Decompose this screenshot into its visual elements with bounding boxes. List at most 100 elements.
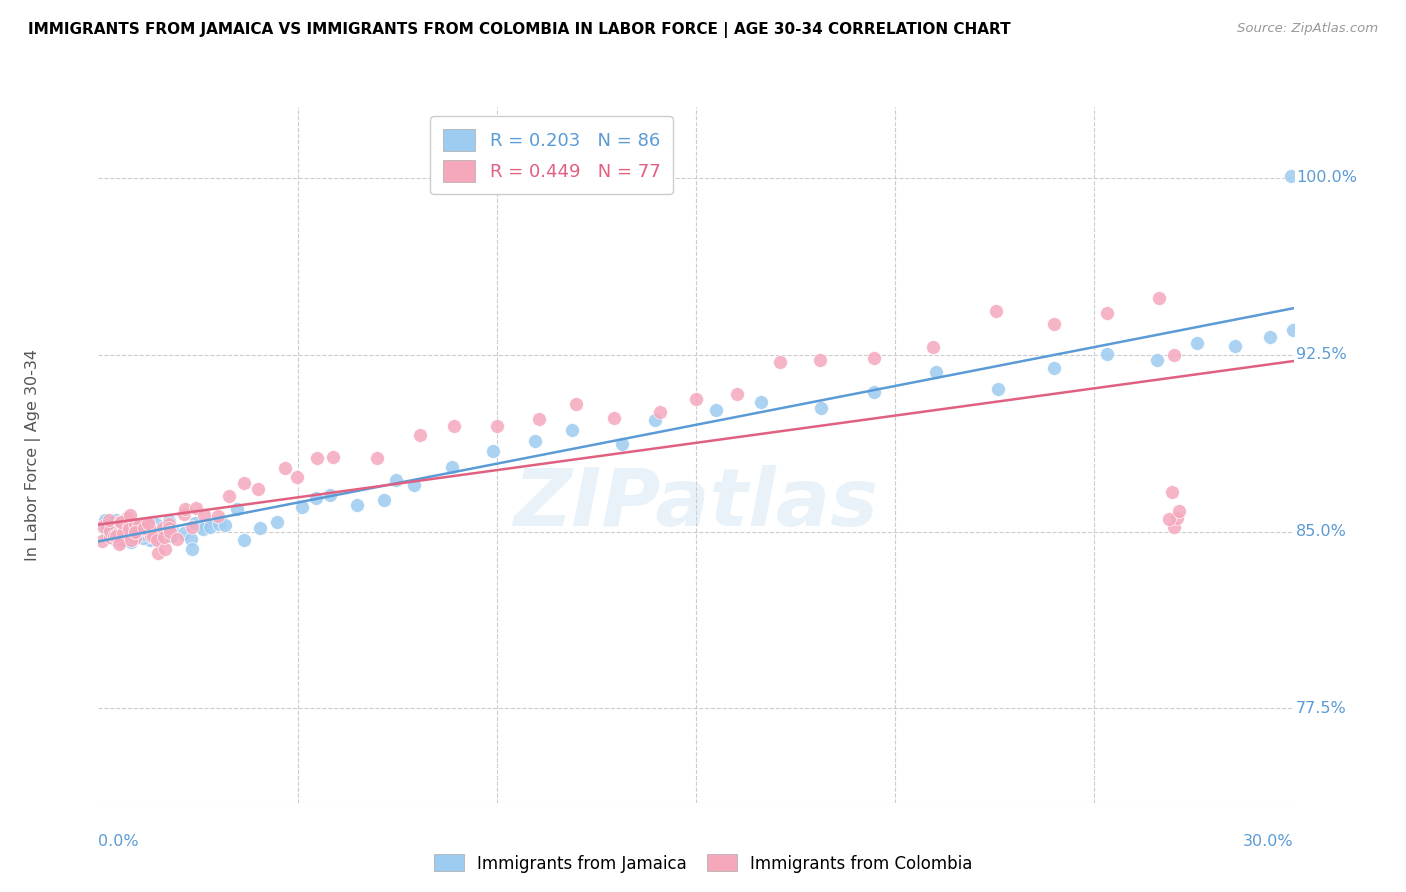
Point: [810, 401, 832, 416]
Point: [153, 526, 176, 541]
Point: [127, 522, 149, 536]
Point: [157, 523, 180, 537]
Point: [808, 352, 831, 367]
Point: [184, 501, 207, 516]
Point: [159, 525, 181, 540]
Point: [207, 508, 229, 523]
Point: [529, 412, 551, 426]
Point: [1163, 348, 1185, 362]
Point: [121, 529, 143, 543]
Point: [110, 523, 132, 537]
Point: [118, 519, 141, 533]
Point: [139, 533, 162, 548]
Point: [110, 535, 132, 549]
Point: [98, 513, 121, 527]
Point: [134, 518, 156, 533]
Point: [153, 530, 176, 544]
Point: [128, 517, 150, 532]
Point: [124, 521, 146, 535]
Point: [142, 527, 165, 541]
Point: [124, 524, 146, 539]
Point: [156, 526, 179, 541]
Point: [173, 525, 195, 540]
Point: [208, 517, 231, 532]
Point: [181, 520, 204, 534]
Point: [181, 542, 204, 557]
Point: [191, 522, 214, 536]
Point: [441, 459, 464, 474]
Point: [145, 516, 167, 531]
Point: [1225, 339, 1247, 353]
Point: [112, 522, 135, 536]
Point: [108, 516, 131, 530]
Point: [247, 482, 270, 496]
Point: [139, 525, 162, 540]
Point: [481, 444, 503, 458]
Point: [103, 520, 125, 534]
Point: [443, 418, 465, 433]
Point: [120, 528, 142, 542]
Point: [93, 513, 115, 527]
Point: [135, 528, 157, 542]
Text: 100.0%: 100.0%: [1296, 170, 1357, 186]
Point: [1147, 291, 1170, 305]
Point: [117, 526, 139, 541]
Point: [160, 529, 183, 543]
Point: [305, 491, 328, 505]
Point: [96, 518, 118, 533]
Point: [115, 511, 138, 525]
Point: [145, 531, 167, 545]
Point: [1095, 306, 1118, 320]
Point: [162, 523, 184, 537]
Point: [322, 450, 344, 465]
Point: [112, 523, 135, 537]
Point: [156, 526, 179, 541]
Point: [1166, 511, 1188, 525]
Point: [524, 434, 547, 449]
Point: [98, 531, 121, 545]
Point: [644, 413, 666, 427]
Point: [124, 524, 146, 539]
Point: [166, 532, 188, 546]
Point: [409, 428, 432, 442]
Point: [1258, 330, 1281, 344]
Point: [159, 514, 181, 528]
Point: [769, 354, 792, 368]
Point: [110, 533, 132, 547]
Point: [98, 524, 121, 538]
Point: [561, 423, 583, 437]
Point: [124, 531, 146, 545]
Text: 30.0%: 30.0%: [1243, 834, 1294, 849]
Point: [173, 502, 195, 516]
Point: [233, 533, 256, 547]
Point: [1279, 169, 1302, 184]
Point: [101, 515, 124, 529]
Point: [200, 519, 222, 533]
Point: [366, 450, 388, 465]
Point: [180, 532, 202, 546]
Point: [984, 303, 1007, 318]
Point: [285, 470, 308, 484]
Point: [114, 533, 136, 547]
Point: [129, 516, 152, 531]
Point: [193, 508, 215, 522]
Point: [305, 451, 328, 466]
Point: [1163, 520, 1185, 534]
Text: 85.0%: 85.0%: [1296, 524, 1347, 539]
Point: [155, 541, 177, 556]
Point: [233, 476, 256, 491]
Point: [108, 537, 131, 551]
Point: [120, 533, 142, 547]
Point: [922, 340, 945, 354]
Point: [121, 517, 143, 532]
Point: [96, 521, 118, 535]
Point: [173, 507, 195, 521]
Point: [751, 395, 773, 409]
Point: [194, 519, 217, 533]
Point: [98, 529, 121, 543]
Point: [138, 516, 160, 530]
Point: [124, 517, 146, 532]
Point: [685, 392, 707, 407]
Point: [925, 365, 948, 379]
Point: [291, 500, 314, 514]
